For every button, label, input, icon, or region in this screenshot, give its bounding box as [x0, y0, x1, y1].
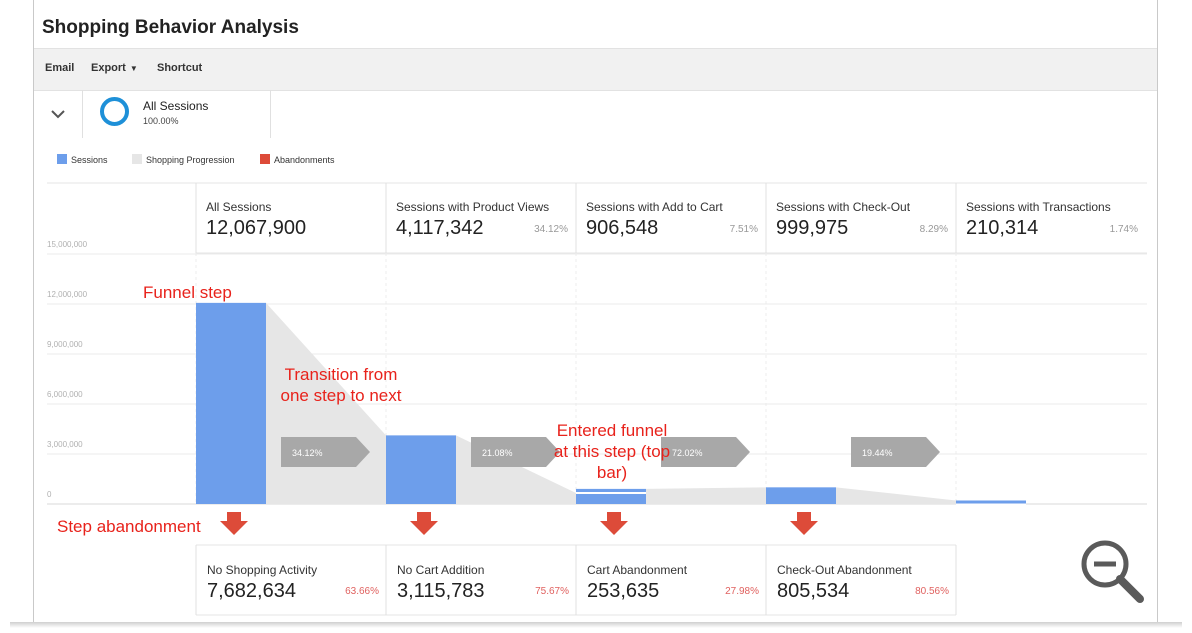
segment-name[interactable]: All Sessions — [143, 99, 209, 113]
transition-rate-label: 19.44% — [862, 448, 893, 458]
abandonment-percent: 75.67% — [535, 586, 569, 597]
transition-rate-label: 34.12% — [292, 448, 323, 458]
page-title: Shopping Behavior Analysis — [42, 17, 299, 38]
step-label: Sessions with Add to Cart — [586, 200, 723, 214]
y-tick-label: 6,000,000 — [47, 390, 83, 399]
transition-arrow — [851, 437, 940, 467]
segment-divider — [270, 90, 271, 138]
abandonment-cell[interactable]: Cart Abandonment 253,635 27.98% — [577, 546, 767, 616]
abandonment-arrow-icon — [410, 512, 438, 535]
step-value: 906,548 — [586, 217, 659, 239]
abandonment-label: Check-Out Abandonment — [777, 563, 912, 577]
transition-arrow — [471, 437, 560, 467]
toolbar: Email Export ▼ Shortcut — [34, 48, 1157, 91]
shortcut-button[interactable]: Shortcut — [157, 62, 203, 74]
abandonment-arrow-icon — [790, 512, 818, 535]
abandonment-value: 253,635 — [587, 580, 660, 602]
segment-percent: 100.00% — [143, 116, 179, 126]
y-tick-label: 12,000,000 — [47, 290, 88, 299]
step-value: 999,975 — [776, 217, 849, 239]
y-tick-label: 3,000,000 — [47, 440, 83, 449]
step-percent: 1.74% — [1109, 224, 1138, 235]
abandonment-arrow-icon — [220, 512, 248, 535]
annotation-entered-funnel: Entered funnel at this step (top bar) — [553, 421, 671, 482]
session-bar — [956, 500, 1026, 504]
session-bar — [196, 302, 266, 504]
step-header: All Sessions 12,067,900 — [196, 183, 386, 253]
step-label: Sessions with Check-Out — [776, 200, 911, 214]
legend-item-abandonments: Abandonments — [260, 154, 335, 165]
step-header: Sessions with Add to Cart 906,548 7.51% — [576, 183, 766, 253]
email-button[interactable]: Email — [45, 62, 75, 74]
transition-rate-label: 21.08% — [482, 448, 513, 458]
page-bottom-shadow — [10, 622, 1182, 628]
y-tick-label: 9,000,000 — [47, 340, 83, 349]
report-frame — [33, 0, 1158, 624]
legend-item-progression: Shopping Progression — [132, 154, 235, 165]
abandonment-label: Cart Abandonment — [587, 563, 688, 577]
legend-label: Sessions — [71, 155, 108, 165]
transition-arrow — [661, 437, 750, 467]
annotation-step-abandonment: Step abandonment — [57, 517, 201, 536]
export-button[interactable]: Export ▼ — [91, 62, 138, 74]
progression-band — [836, 487, 956, 504]
abandonment-percent: 63.66% — [345, 586, 379, 597]
abandonment-arrow-icon — [600, 512, 628, 535]
legend-label: Shopping Progression — [146, 155, 235, 165]
export-button-label: Export — [91, 62, 126, 74]
segment-divider — [82, 90, 83, 138]
abandonment-percent: 80.56% — [915, 586, 949, 597]
step-header: Sessions with Check-Out 999,975 8.29% — [766, 183, 956, 253]
caret-down-icon: ▼ — [129, 64, 138, 73]
abandonment-value: 3,115,783 — [397, 580, 485, 602]
abandonment-label: No Shopping Activity — [207, 563, 318, 577]
step-label: Sessions with Transactions — [966, 200, 1111, 214]
legend-item-sessions: Sessions — [57, 154, 108, 165]
step-percent: 8.29% — [919, 224, 948, 235]
step-value: 12,067,900 — [206, 217, 307, 239]
segment-row: All Sessions 100.00% — [34, 90, 1157, 138]
step-header: Sessions with Transactions 210,314 1.74% — [956, 183, 1146, 253]
step-percent: 34.12% — [534, 224, 568, 235]
legend-label: Abandonments — [274, 155, 335, 165]
abandonment-cell[interactable]: No Cart Addition 3,115,783 75.67% — [387, 546, 577, 616]
abandonment-label: No Cart Addition — [397, 563, 485, 577]
legend-swatch — [57, 154, 67, 164]
abandonment-value: 805,534 — [777, 580, 850, 602]
abandonment-value: 7,682,634 — [207, 580, 296, 602]
step-value: 4,117,342 — [396, 217, 484, 239]
transition-rate-label: 72.02% — [672, 448, 703, 458]
legend-swatch — [132, 154, 142, 164]
abandonment-cell[interactable]: Check-Out Abandonment 805,534 80.56% — [767, 546, 957, 616]
step-label: All Sessions — [206, 200, 272, 214]
step-header: Sessions with Product Views 4,117,342 34… — [386, 183, 576, 253]
progression-band — [646, 487, 766, 504]
abandonment-cell[interactable]: No Shopping Activity 7,682,634 63.66% — [197, 546, 387, 616]
y-tick-label: 15,000,000 — [47, 240, 88, 249]
chevron-down-icon[interactable] — [48, 104, 68, 124]
abandonment-percent: 27.98% — [725, 586, 759, 597]
transition-arrow — [281, 437, 370, 467]
session-bar — [766, 487, 836, 504]
annotation-funnel-step: Funnel step — [143, 283, 232, 302]
step-percent: 7.51% — [729, 224, 758, 235]
session-bar — [386, 435, 456, 504]
step-value: 210,314 — [966, 217, 1039, 239]
session-bar — [576, 488, 646, 504]
zoom-out-icon[interactable] — [1078, 538, 1148, 604]
legend-swatch — [260, 154, 270, 164]
y-tick-label: 0 — [47, 490, 52, 499]
segment-ring-icon — [100, 97, 129, 126]
annotation-transition: Transition from one step to next — [280, 365, 402, 405]
step-label: Sessions with Product Views — [396, 200, 550, 214]
